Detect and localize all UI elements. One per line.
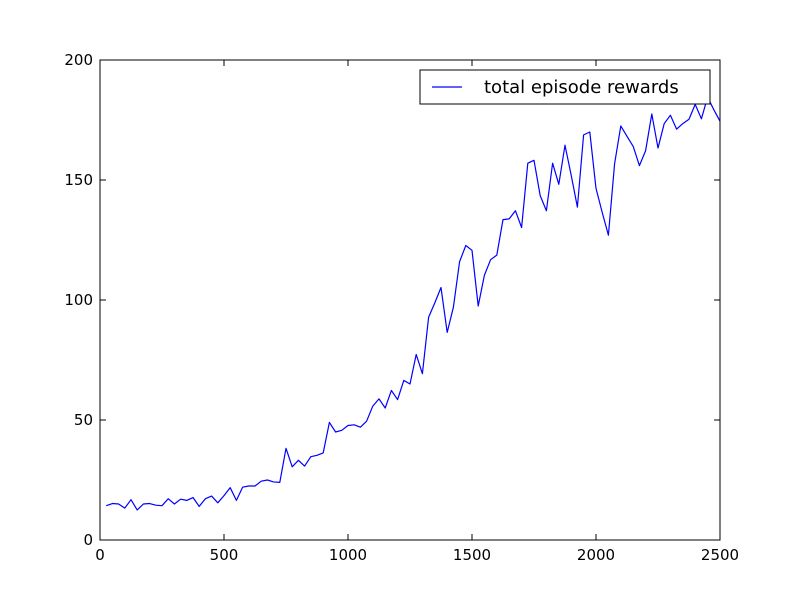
y-tick-label: 150 [64,171,93,189]
y-tick-label: 200 [64,51,93,69]
series-layer [106,96,720,511]
x-tick-label: 2000 [577,546,615,564]
legend-label: total episode rewards [484,77,679,98]
x-tick-label: 500 [210,546,239,564]
y-tick-label: 100 [64,291,93,309]
x-tick-label: 1000 [329,546,367,564]
x-tick-label: 1500 [453,546,491,564]
x-tick-label: 0 [95,546,105,564]
y-tick-label: 50 [74,411,93,429]
plot-frame [99,59,721,541]
series-line-total-episode-rewards [106,96,720,511]
legend-box [419,69,711,105]
plot-area [100,60,720,540]
y-tick-label: 0 [83,531,93,549]
legend: total episode rewards [419,69,711,105]
tick-labels: 0 500 1000 1500 2000 2500 0 50 100 150 200 [64,51,739,564]
x-tick-label: 2500 [701,546,739,564]
